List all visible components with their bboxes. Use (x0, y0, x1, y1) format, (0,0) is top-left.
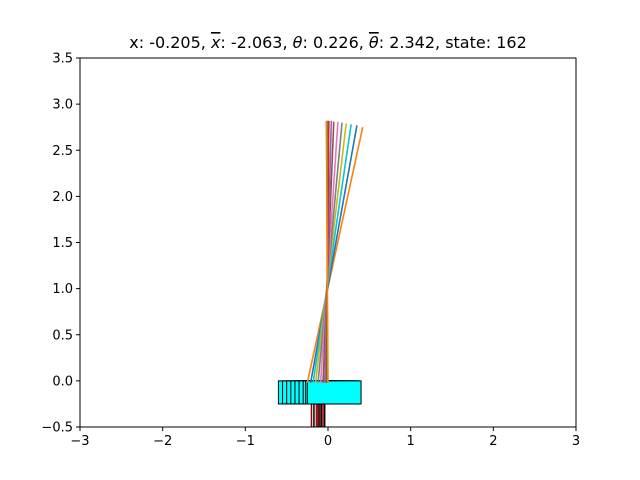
title-part: θ (293, 33, 303, 52)
pole-line (309, 125, 358, 383)
x-tick-label: 1 (407, 434, 415, 449)
pole-line (306, 127, 364, 383)
y-tick-label: 2.0 (52, 190, 73, 205)
title-part: θ (369, 33, 379, 52)
pole-line (319, 121, 339, 383)
x-axis: −3 −2 −1 0 1 2 3 (70, 427, 580, 449)
pole-line (312, 124, 352, 383)
plot-area (277, 120, 364, 427)
y-tick-label: 0.5 (52, 328, 73, 343)
cart-body (306, 380, 362, 405)
title-part: -0.205 (149, 33, 201, 52)
title-part: x: (129, 33, 149, 52)
pole-line (325, 120, 329, 383)
x-tick-label: −3 (70, 434, 89, 449)
title-part: 162 (496, 33, 527, 52)
y-tick-label: 2.5 (52, 144, 73, 159)
y-tick-label: 1.5 (52, 236, 73, 251)
y-tick-label: 1.0 (52, 282, 73, 297)
y-axis: −0.5 0.0 0.5 1.0 1.5 2.0 2.5 3.0 3.5 (41, 52, 80, 436)
pole-line (314, 123, 347, 383)
x-tick-label: 2 (489, 434, 497, 449)
x-tick-label: −2 (153, 434, 172, 449)
title-part: : (220, 33, 230, 52)
pole-line (317, 122, 343, 383)
title-part: , (201, 33, 211, 52)
title-part: , (282, 33, 292, 52)
y-tick-label: 0.0 (52, 374, 73, 389)
title-part: x (210, 33, 221, 52)
title-part: : (302, 33, 312, 52)
title-part: 2.342 (389, 33, 435, 52)
chart-title: x: -0.205, x: -2.063, θ: 0.226, θ: 2.342… (129, 33, 527, 52)
y-tick-label: −0.5 (41, 421, 73, 436)
title-part: 0.226 (313, 33, 359, 52)
title-part: , state: (435, 33, 496, 52)
x-tick-label: −1 (236, 434, 255, 449)
title-part: : (379, 33, 389, 52)
title-part: , (359, 33, 369, 52)
y-tick-label: 3.0 (52, 98, 73, 113)
y-tick-label: 3.5 (52, 52, 73, 67)
x-tick-label: 0 (324, 434, 332, 449)
x-tick-label: 3 (572, 434, 580, 449)
title-part: -2.063 (231, 33, 283, 52)
